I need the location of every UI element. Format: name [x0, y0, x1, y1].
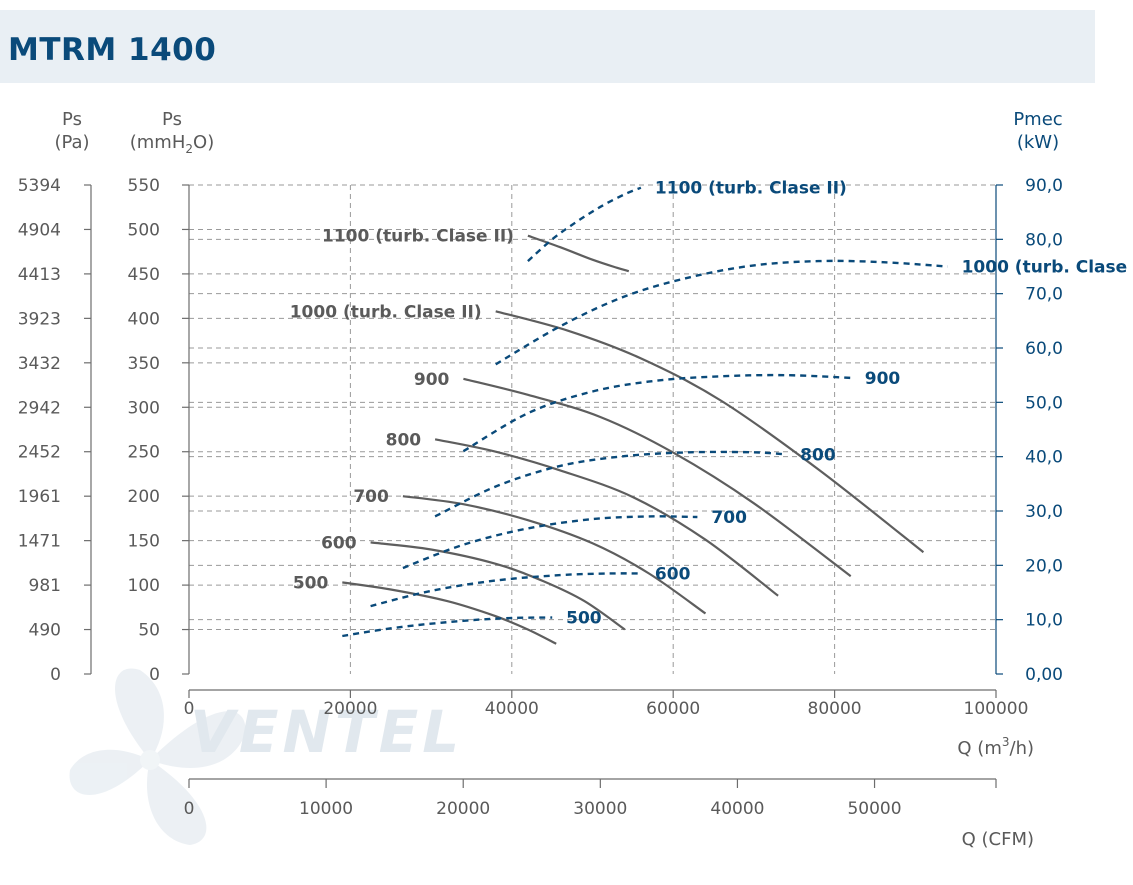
tick-label-m3h: 40000 — [485, 699, 539, 719]
pressure-curve-label: 1100 (turb. Clase II) — [322, 227, 514, 247]
power-curve-label: 1100 (turb. Clase II) — [655, 179, 847, 199]
power-curve-label: 700 — [711, 508, 747, 528]
tick-label-m3h: 60000 — [646, 699, 700, 719]
right-kw-unit: (kW) — [1017, 132, 1059, 153]
pressure-curve-0 — [342, 581, 557, 645]
pressure-curve-2 — [402, 495, 707, 615]
tick-label-cfm: 50000 — [847, 799, 901, 819]
power-curve-label: 600 — [655, 564, 691, 584]
tick-label-mmh2o: 500 — [128, 220, 160, 240]
pressure-curve-label: 1000 (turb. Clase II) — [290, 302, 482, 322]
tick-label-mmh2o: 50 — [138, 621, 160, 641]
tick-label-pa: 4413 — [18, 265, 61, 285]
tick-label-cfm: 20000 — [436, 799, 490, 819]
tick-label-pa: 1471 — [18, 532, 61, 552]
axis-headers: Ps (Pa) Ps (mmH2O) Pmec (kW) — [54, 109, 1062, 156]
tick-label-m3h: 80000 — [808, 699, 862, 719]
tick-label-kw: 50,0 — [1025, 393, 1063, 413]
pressure-curve-4 — [463, 377, 852, 578]
tick-label-mmh2o: 550 — [128, 176, 160, 196]
tick-label-pa: 5394 — [18, 176, 61, 196]
left-mm-label: Ps — [162, 109, 182, 130]
tick-label-mmh2o: 200 — [128, 487, 160, 507]
power-curve-2 — [402, 515, 698, 570]
power-curve-6 — [527, 186, 642, 262]
x-m3h-axis-title: Q (m3/h) — [957, 735, 1034, 759]
tick-label-cfm: 0 — [184, 799, 195, 819]
page-title: MTRM 1400 — [8, 32, 217, 68]
tick-label-mmh2o: 400 — [128, 309, 160, 329]
tick-label-kw: 40,0 — [1025, 448, 1063, 468]
pressure-curve-label: 600 — [321, 533, 357, 553]
pressure-curve-1 — [370, 541, 626, 631]
chart-axes — [84, 184, 1003, 788]
title-bar — [0, 10, 1095, 83]
tick-label-mmh2o: 150 — [128, 532, 160, 552]
chart-tick-labels: 0 490 981 1471 1961 2452 2942 3432 3923 4413 4904 5… — [18, 176, 1063, 819]
tick-label-mmh2o: 350 — [128, 354, 160, 374]
power-curve-4 — [462, 373, 851, 453]
tick-label-m3h: 20000 — [323, 699, 377, 719]
chart-curve-labels: 500 600 700 800 900 1000 (turb. Clase II) 1100… — [290, 179, 1133, 629]
power-curve-label: 900 — [865, 369, 901, 389]
tick-label-kw: 70,0 — [1025, 285, 1063, 305]
tick-label-pa: 1961 — [18, 487, 61, 507]
watermark-text: VENTEL — [190, 698, 463, 766]
left-pa-label: Ps — [62, 109, 82, 130]
pressure-curve-6 — [527, 234, 630, 273]
watermark-fan-icon — [69, 668, 246, 845]
power-curve-label: 1000 (turb. Clase II) — [962, 258, 1133, 278]
pressure-curve-label: 900 — [414, 370, 450, 390]
tick-label-kw: 10,0 — [1025, 611, 1063, 631]
pressure-curve-label: 500 — [293, 573, 329, 593]
tick-label-pa: 0 — [50, 665, 61, 685]
tick-label-mmh2o: 0 — [149, 665, 160, 685]
tick-label-mmh2o: 100 — [128, 576, 160, 596]
tick-label-pa: 2942 — [18, 398, 61, 418]
power-curve-label: 800 — [800, 445, 836, 465]
left-pa-unit: (Pa) — [54, 132, 89, 153]
power-curve-5 — [495, 259, 948, 366]
tick-label-pa: 4904 — [18, 220, 61, 240]
watermark-logo: VENTEL — [190, 698, 463, 766]
tick-label-cfm: 40000 — [710, 799, 764, 819]
tick-label-cfm: 10000 — [299, 799, 353, 819]
tick-label-kw: 0,00 — [1025, 665, 1063, 685]
tick-label-m3h: 0 — [184, 699, 195, 719]
chart-grid — [189, 184, 996, 674]
tick-label-kw: 20,0 — [1025, 556, 1063, 576]
tick-label-pa: 3432 — [18, 354, 61, 374]
power-curve-3 — [434, 450, 787, 518]
tick-label-m3h: 100000 — [964, 699, 1029, 719]
pressure-curve-5 — [495, 310, 925, 554]
tick-label-pa: 490 — [29, 621, 61, 641]
right-kw-label: Pmec — [1013, 109, 1062, 130]
power-curve-1 — [370, 572, 641, 608]
chart-curves — [342, 186, 948, 645]
pressure-curve-3 — [434, 438, 779, 597]
power-curve-label: 500 — [566, 608, 602, 628]
pressure-curve-label: 800 — [386, 430, 422, 450]
tick-label-cfm: 30000 — [573, 799, 627, 819]
tick-label-kw: 90,0 — [1025, 176, 1063, 196]
tick-label-pa: 2452 — [18, 443, 61, 463]
tick-label-kw: 60,0 — [1025, 339, 1063, 359]
x-cfm-axis-title: Q (CFM) — [962, 829, 1034, 850]
tick-label-kw: 80,0 — [1025, 230, 1063, 250]
tick-label-pa: 981 — [29, 576, 61, 596]
tick-label-pa: 3923 — [18, 309, 61, 329]
tick-label-mmh2o: 450 — [128, 265, 160, 285]
pressure-curve-label: 700 — [353, 487, 389, 507]
left-mm-unit: (mmH2O) — [130, 132, 214, 156]
tick-label-mmh2o: 300 — [128, 398, 160, 418]
power-curve-0 — [342, 616, 553, 638]
tick-label-kw: 30,0 — [1025, 502, 1063, 522]
tick-label-mmh2o: 250 — [128, 443, 160, 463]
